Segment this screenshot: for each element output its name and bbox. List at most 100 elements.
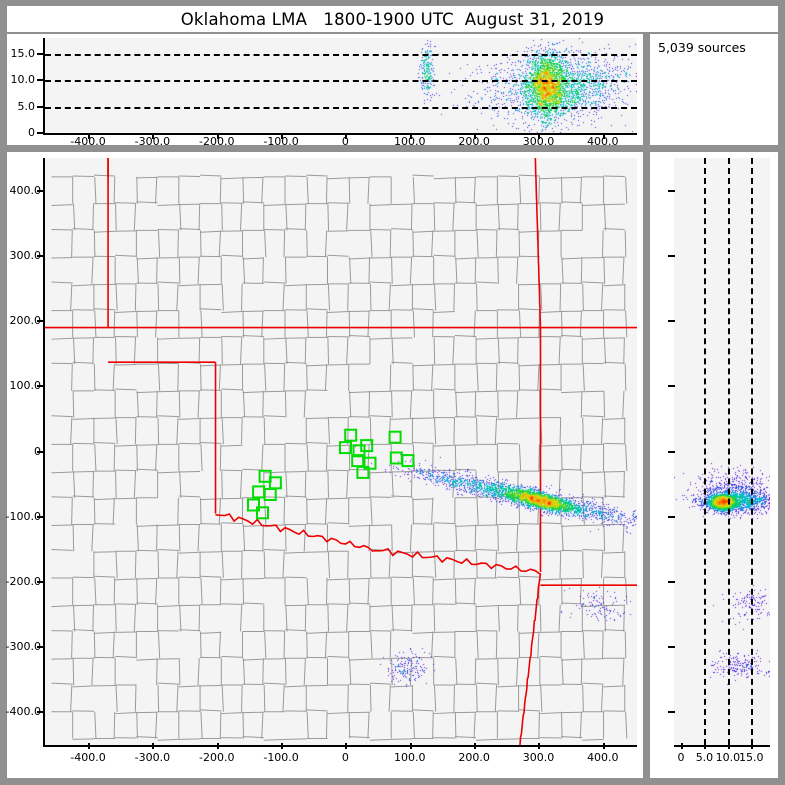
top-xlabel-1: -300.0 (134, 135, 171, 148)
right-xlabel-0: 0 (677, 751, 685, 764)
map-xtick-0 (88, 743, 91, 749)
lma-station-marker[interactable] (388, 430, 402, 444)
map-xtick-8 (602, 743, 605, 749)
map-xlabel-3: -100.0 (263, 751, 299, 764)
right-ytick-5 (668, 385, 675, 388)
plan-view-map-panel: -400.0 -300.0 -200.0 -100.0 0 100.0 200.0 300.0… (6, 152, 643, 778)
map-xtick-5 (409, 743, 412, 749)
top-xlabel-8: 400.0 (587, 135, 619, 148)
north-vs-altitude-points (674, 158, 770, 745)
top-ylabel-1: 5.0 (17, 99, 36, 113)
map-ytick-5 (37, 385, 44, 388)
right-xlabel-3: 15.0 (739, 751, 764, 764)
top-xtick-0 (88, 133, 91, 139)
map-xtick-2 (216, 743, 219, 749)
map-xtick-1 (152, 743, 155, 749)
right-ytick-4 (668, 450, 675, 453)
sources-count-label: 5,039 sources (658, 40, 746, 55)
right-ytick-6 (668, 320, 675, 323)
top-gridline-0 (45, 106, 637, 109)
map-xlabel-6: 200.0 (458, 751, 490, 764)
map-ylabel-1: -300.0 (5, 640, 41, 654)
altitude-vs-east-plot-area[interactable] (43, 38, 637, 135)
map-xlabel-1: -300.0 (134, 751, 171, 764)
right-ytick-1 (668, 646, 675, 649)
top-xlabel-3: -100.0 (263, 135, 299, 148)
map-xtick-4 (345, 743, 348, 749)
right-ytick-0 (668, 711, 675, 714)
right-ytick-2 (668, 580, 675, 583)
lma-station-marker[interactable] (247, 498, 260, 512)
top-ytick-3 (37, 52, 44, 55)
map-xtick-3 (281, 743, 284, 749)
top-xtick-4 (345, 133, 348, 139)
lma-station-marker[interactable] (363, 456, 377, 470)
map-xlabel-0: -400.0 (70, 751, 106, 764)
lma-station-marker[interactable] (252, 485, 266, 499)
map-ylabel-2: -200.0 (5, 574, 41, 588)
right-ytick-7 (668, 254, 675, 257)
title-bar: Oklahoma LMA 1800-1900 UTC August 31, 20… (7, 6, 778, 32)
north-vs-altitude-plot-area[interactable] (674, 158, 770, 747)
lma-station-markers (247, 428, 415, 520)
map-ylabel-8: 400.0 (9, 183, 42, 197)
map-ytick-3 (37, 515, 44, 518)
map-xlabel-7: 300.0 (522, 751, 555, 764)
lma-station-marker[interactable] (256, 506, 269, 520)
plan-view-map-plot-area[interactable] (43, 158, 637, 747)
map-ylabel-3: -100.0 (5, 509, 41, 523)
lma-station-marker[interactable] (356, 465, 370, 479)
top-ylabel-2: 10.0 (10, 73, 36, 87)
map-xlabel-4: 0 (341, 751, 349, 764)
top-xtick-3 (281, 133, 284, 139)
top-xlabel-6: 200.0 (458, 135, 490, 148)
top-xtick-1 (152, 133, 155, 139)
page-title: Oklahoma LMA 1800-1900 UTC August 31, 20… (180, 9, 605, 29)
altitude-vs-east-points (45, 38, 637, 133)
map-ytick-1 (37, 646, 44, 649)
map-ytick-7 (37, 254, 44, 257)
right-xtick-0 (681, 743, 684, 749)
map-xtick-7 (538, 743, 541, 749)
lma-station-marker[interactable] (263, 488, 277, 501)
right-xlabel-1: 5.0 (695, 751, 714, 764)
right-xtick-2 (727, 743, 730, 749)
right-ytick-3 (668, 515, 675, 518)
lma-station-marker[interactable] (389, 451, 403, 465)
map-ylabel-0: -400.0 (5, 705, 41, 719)
top-xlabel-2: -200.0 (199, 135, 235, 148)
map-ytick-6 (37, 320, 44, 323)
sources-count-box: 5,039 sources (650, 34, 778, 145)
lma-station-marker[interactable] (344, 428, 358, 442)
north-vs-altitude-panel: 0 5.0 10.0 15.0 (650, 152, 778, 778)
lma-station-marker[interactable] (360, 439, 374, 453)
top-ytick-2 (37, 79, 44, 82)
top-xlabel-0: -400.0 (70, 135, 106, 148)
map-ytick-8 (37, 189, 44, 192)
top-ytick-1 (37, 105, 44, 108)
top-xtick-6 (474, 133, 477, 139)
map-ylabel-6: 200.0 (9, 314, 42, 328)
map-ytick-4 (37, 450, 44, 453)
map-xtick-6 (474, 743, 477, 749)
right-gridline-1 (727, 158, 730, 745)
lma-station-marker[interactable] (339, 441, 352, 455)
map-ylabel-7: 300.0 (9, 248, 42, 262)
top-xlabel-5: 100.0 (394, 135, 426, 148)
right-gridline-0 (704, 158, 707, 745)
right-ytick-8 (668, 189, 675, 192)
top-xtick-5 (409, 133, 412, 139)
map-ytick-2 (37, 580, 44, 583)
right-xtick-3 (751, 743, 754, 749)
map-ylabel-4: 0 (34, 444, 41, 458)
lma-station-marker[interactable] (401, 454, 415, 468)
top-gridline-1 (45, 80, 637, 83)
map-xlabel-8: 400.0 (587, 751, 619, 764)
top-xtick-2 (216, 133, 219, 139)
top-xlabel-4: 0 (341, 135, 349, 148)
altitude-vs-east-panel: 0 5.0 10.0 15.0 -400.0 -300.0 -200.0 -100.0 0 100… (7, 34, 643, 148)
top-xlabel-7: 300.0 (522, 135, 555, 148)
top-ytick-0 (37, 132, 44, 134)
top-ylabel-0: 0 (28, 126, 35, 139)
